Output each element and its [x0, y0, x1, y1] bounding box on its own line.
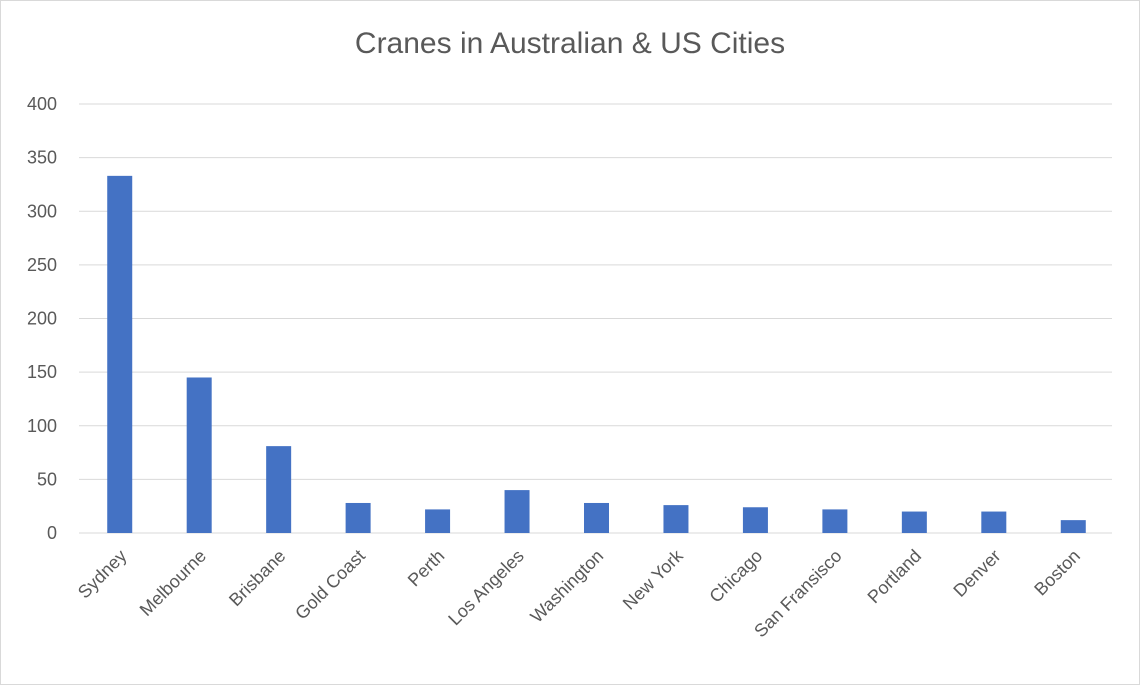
x-category-label: Gold Coast [291, 546, 369, 624]
chart-title: Cranes in Australian & US Cities [354, 27, 786, 60]
x-category-label: Perth [404, 546, 449, 591]
y-tick-label: 250 [27, 255, 57, 275]
bar-los-angeles [504, 490, 530, 533]
y-tick-label: 150 [27, 362, 57, 382]
y-tick-label: 400 [27, 94, 57, 114]
x-category-label: Sydney [74, 546, 131, 603]
bar-denver [981, 511, 1007, 533]
bar-sydney [107, 175, 133, 534]
y-tick-label: 200 [27, 309, 57, 329]
bar-melbourne [186, 377, 212, 533]
bar-boston [1060, 520, 1086, 533]
x-category-label: Chicago [705, 546, 766, 607]
x-category-label: New York [619, 545, 688, 614]
bar-san-fransisco [822, 509, 848, 533]
x-category-label: Los Angeles [444, 546, 527, 629]
bar-gold-coast [345, 502, 371, 533]
bar-washington [584, 502, 609, 533]
x-category-label: Boston [1030, 546, 1084, 600]
bars [107, 175, 1086, 534]
bar-chicago [742, 507, 768, 533]
x-category-label: Melbourne [136, 546, 210, 620]
bar-portland [901, 511, 927, 533]
gridlines [79, 103, 1112, 534]
bar-new-york [663, 505, 689, 533]
x-category-label: Brisbane [225, 546, 289, 610]
y-tick-label: 300 [27, 201, 57, 221]
y-tick-label: 0 [47, 523, 57, 543]
y-tick-label: 100 [27, 416, 57, 436]
y-tick-label: 350 [27, 148, 57, 168]
x-axis-labels: Sydney Melbourne Brisbane Gold Coast PerthLo… [74, 545, 1084, 641]
y-tick-label: 50 [37, 469, 57, 489]
bar-perth [425, 509, 451, 533]
y-axis-ticks: 0 50 100 150 200 250 300 350 400 [27, 94, 57, 543]
x-category-label: Denver [949, 546, 1004, 601]
x-category-label: Portland [864, 546, 926, 608]
x-category-label: Washington [526, 546, 607, 627]
bar-brisbane [266, 446, 292, 533]
